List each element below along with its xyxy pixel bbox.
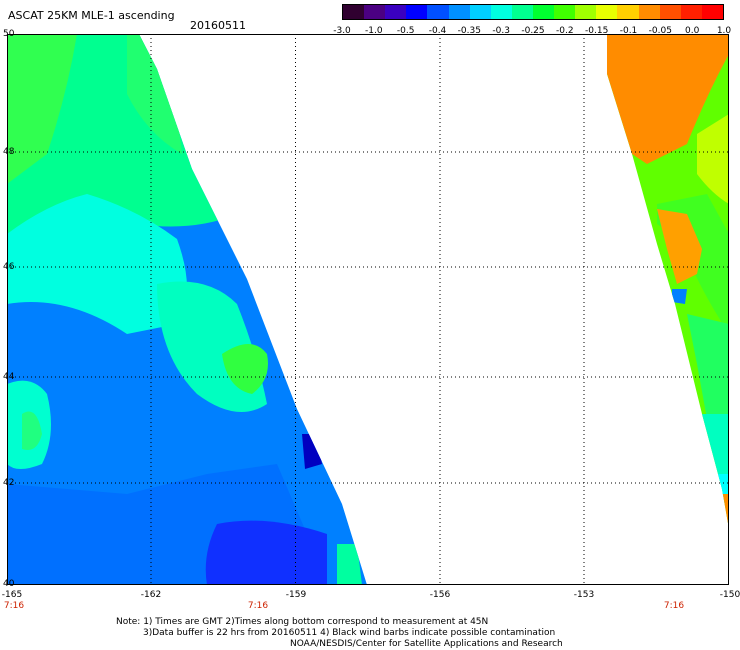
- note-line-1: Note: 1) Times are GMT 2)Times along bot…: [116, 617, 489, 627]
- map-plot-area: [7, 34, 729, 585]
- color-scale-segment: [532, 5, 555, 19]
- wind-swath-map: [7, 34, 729, 585]
- color-scale-tick-label: 0.0: [684, 26, 700, 36]
- lat-lon-grid: [7, 34, 729, 585]
- color-scale-tick-label: -0.25: [521, 26, 545, 36]
- color-scale-segment: [554, 5, 576, 19]
- lat-label-50: 50: [3, 29, 15, 39]
- lat-label-48: 48: [3, 147, 15, 157]
- color-scale-segment: [364, 5, 386, 19]
- color-scale-tick-label: -0.35: [457, 26, 481, 36]
- color-scale-segment: [385, 5, 407, 19]
- lon-label-162: -162: [140, 590, 162, 600]
- time-label-east: 7:16: [663, 601, 685, 611]
- color-scale-tick-label: -1.0: [365, 26, 383, 36]
- color-scale-tick-label: -3.0: [333, 26, 351, 36]
- color-scale-segment: [469, 5, 491, 19]
- color-scale-segment: [596, 5, 618, 19]
- color-scale-tick-label: -0.1: [619, 26, 638, 36]
- color-scale-segment: [638, 5, 660, 19]
- map-title: ASCAT 25KM MLE-1 ascending: [8, 9, 175, 22]
- map-date: 20160511: [190, 19, 246, 32]
- note-line-3: NOAA/NESDIS/Center for Satellite Applica…: [290, 639, 563, 649]
- color-scale-segment: [701, 5, 723, 19]
- color-scale-tick-label: -0.3: [492, 26, 510, 36]
- color-scale-segment: [659, 5, 681, 19]
- color-scale-tick-label: -0.4: [428, 26, 447, 36]
- color-scale-segment: [427, 5, 449, 19]
- lon-label-165: -165: [1, 590, 23, 600]
- color-scale-tick-label: -0.5: [396, 26, 415, 36]
- note-line-2: 3)Data buffer is 22 hrs from 20160511 4)…: [143, 628, 556, 638]
- color-scale-segment: [680, 5, 702, 19]
- lat-label-42: 42: [3, 478, 15, 488]
- color-scale-segment: [343, 5, 365, 19]
- lat-label-40: 40: [3, 579, 15, 589]
- color-scale-tick-label: -0.2: [556, 26, 574, 36]
- color-scale-segment: [617, 5, 639, 19]
- color-scale-segment: [575, 5, 597, 19]
- lon-label-153: -153: [573, 590, 595, 600]
- time-label-middle: 7:16: [247, 601, 269, 611]
- lon-label-156: -156: [429, 590, 451, 600]
- color-scale-segment: [490, 5, 512, 19]
- lon-label-159: -159: [285, 590, 307, 600]
- color-scale-tick-label: -0.05: [648, 26, 672, 36]
- time-label-west: 7:16: [3, 601, 25, 611]
- color-scale-segment: [448, 5, 470, 19]
- lon-label-150: -150: [719, 590, 740, 600]
- lat-label-44: 44: [3, 372, 15, 382]
- color-scale-tick-label: 1.0: [716, 26, 732, 36]
- color-scale-segment: [406, 5, 428, 19]
- color-scale-bar: [342, 4, 724, 20]
- lat-label-46: 46: [3, 262, 15, 272]
- color-scale-segment: [511, 5, 533, 19]
- color-scale-tick-label: -0.15: [585, 26, 609, 36]
